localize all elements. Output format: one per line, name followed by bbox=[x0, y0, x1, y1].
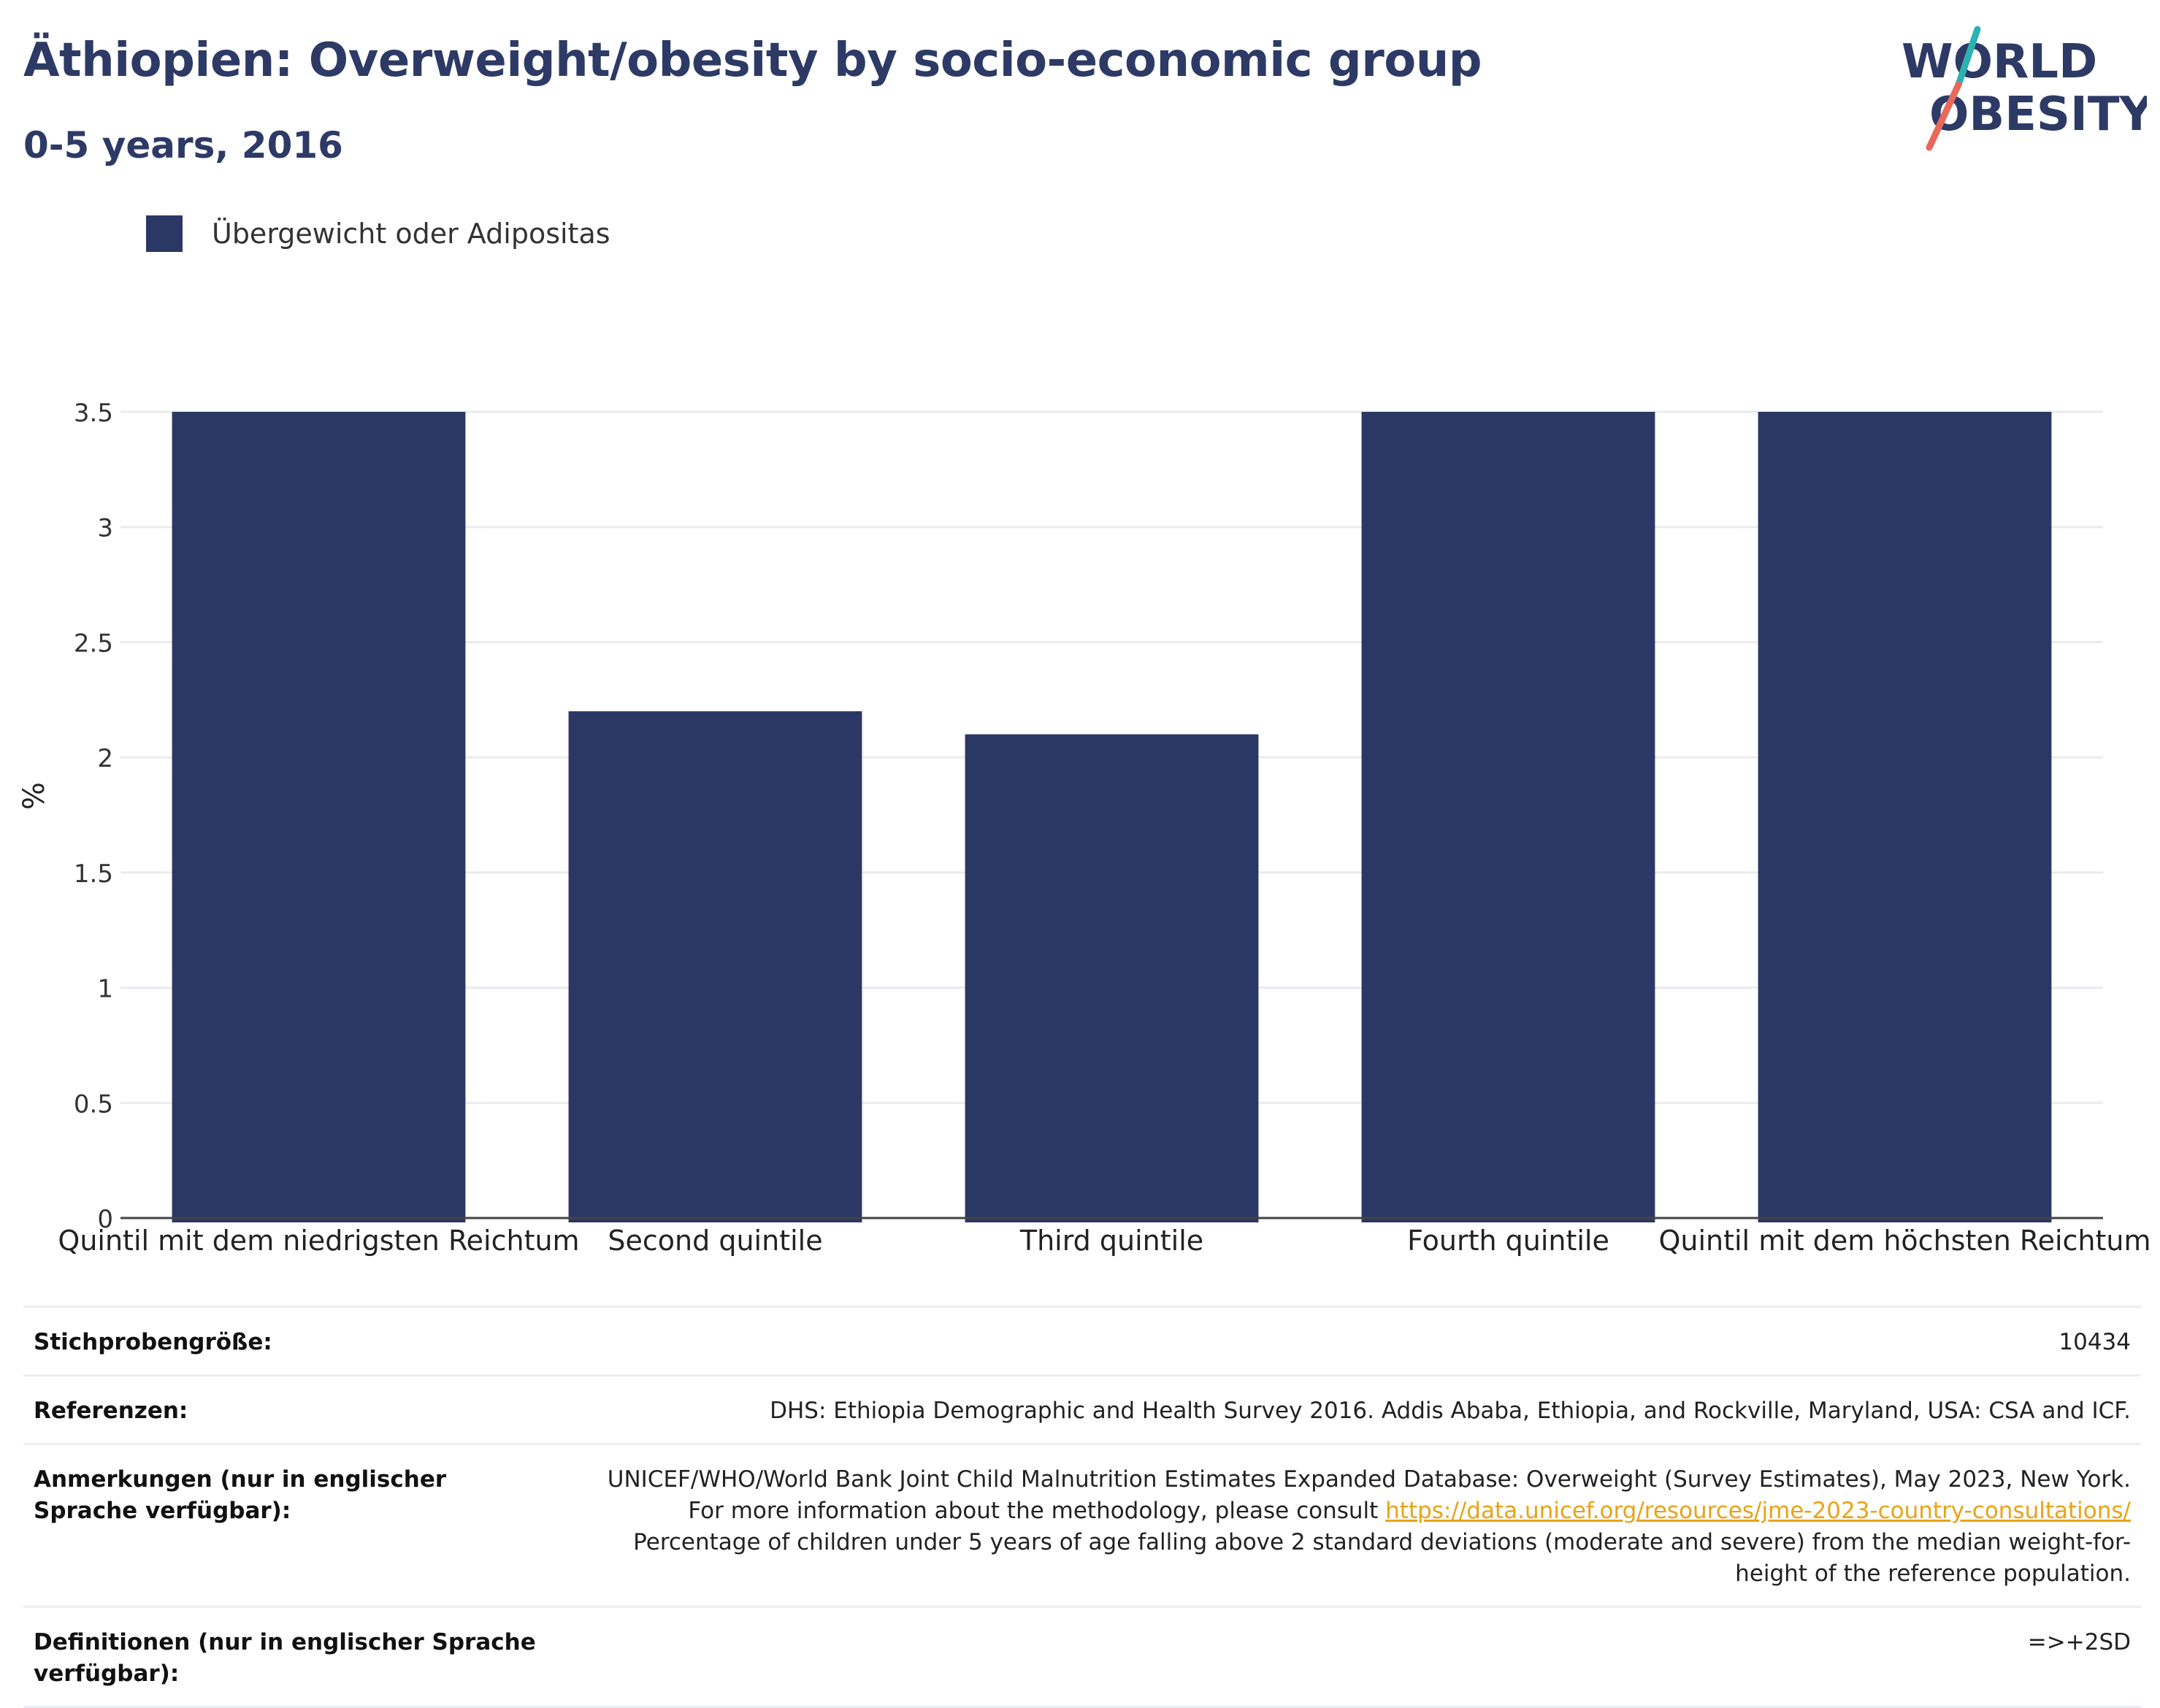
y-tick-label: 2.5 bbox=[74, 629, 113, 658]
sample-size-label: Stichprobengröße: bbox=[23, 1306, 555, 1376]
notes-label: Anmerkungen (nur in englischer Sprache v… bbox=[23, 1443, 555, 1607]
bar bbox=[1758, 412, 2052, 1222]
bar bbox=[965, 734, 1259, 1222]
references-label: Referenzen: bbox=[23, 1374, 555, 1444]
meta-row-references: Referenzen: DHS: Ethiopia Demographic an… bbox=[23, 1374, 2141, 1444]
y-tick-labels: 0 0.5 1 1.5 2 2.5 3 3.5 bbox=[74, 399, 113, 1234]
logo-slash-top bbox=[1955, 26, 1981, 88]
bar bbox=[1361, 412, 1655, 1222]
x-tick-labels: Quintil mit dem niedrigsten Reichtum Seco… bbox=[58, 1225, 2151, 1257]
x-tick-label: Third quintile bbox=[1019, 1225, 1203, 1257]
chart-title: Äthiopien: Overweight/obesity by socio-e… bbox=[23, 34, 1482, 88]
references-value: DHS: Ethiopia Demographic and Health Sur… bbox=[555, 1374, 2141, 1444]
bars bbox=[172, 412, 2052, 1222]
sample-size-value: 10434 bbox=[555, 1306, 2141, 1376]
methodology-link[interactable]: https://data.unicef.org/resources/jme-20… bbox=[1385, 1498, 2131, 1524]
y-tick-label: 0 bbox=[97, 1205, 113, 1234]
legend-label: Übergewicht oder Adipositas bbox=[212, 218, 610, 250]
x-tick-label: Quintil mit dem höchsten Reichtum bbox=[1658, 1225, 2151, 1257]
y-tick-label: 0.5 bbox=[74, 1089, 113, 1119]
bar bbox=[172, 412, 466, 1222]
world-obesity-logo: WORLD OBESITY bbox=[1902, 26, 2147, 151]
logo-text-obesity: OBESITY bbox=[1929, 88, 2147, 142]
logo-text-world: WORLD bbox=[1902, 35, 2097, 89]
y-tick-label: 3.5 bbox=[74, 399, 113, 428]
logo-slash-bottom bbox=[1926, 81, 1962, 151]
y-tick-label: 2 bbox=[97, 744, 113, 773]
chart-legend[interactable]: Übergewicht oder Adipositas bbox=[146, 215, 610, 252]
meta-row-definitions: Definitionen (nur in englischer Sprache … bbox=[23, 1606, 2141, 1708]
y-tick-label: 1 bbox=[97, 975, 113, 1004]
metadata-table: Stichprobengröße: 10434 Referenzen: DHS:… bbox=[23, 1306, 2141, 1708]
notes-value: UNICEF/WHO/World Bank Joint Child Malnut… bbox=[555, 1443, 2141, 1607]
x-tick-label: Fourth quintile bbox=[1407, 1225, 1609, 1257]
definitions-value: =>+2SD bbox=[555, 1606, 2141, 1708]
bar-chart: 0 0.5 1 1.5 2 2.5 3 3.5 Quintil mit dem niedrig… bbox=[18, 399, 2151, 1257]
y-tick-label: 1.5 bbox=[74, 859, 113, 889]
notes-text-2: Percentage of children under 5 years of … bbox=[633, 1529, 2131, 1587]
meta-row-sample: Stichprobengröße: 10434 bbox=[23, 1306, 2141, 1376]
chart-subtitle: 0-5 years, 2016 bbox=[23, 124, 343, 166]
y-tick-label: 3 bbox=[97, 514, 113, 543]
y-axis-label: % bbox=[18, 782, 51, 810]
definitions-label: Definitionen (nur in englischer Sprache … bbox=[23, 1606, 555, 1708]
meta-row-notes: Anmerkungen (nur in englischer Sprache v… bbox=[23, 1443, 2141, 1607]
x-tick-label: Quintil mit dem niedrigsten Reichtum bbox=[58, 1225, 579, 1257]
x-tick-label: Second quintile bbox=[608, 1225, 822, 1257]
notes-text-1: UNICEF/WHO/World Bank Joint Child Malnut… bbox=[607, 1466, 2131, 1524]
bar bbox=[568, 711, 862, 1222]
legend-swatch bbox=[146, 215, 183, 252]
